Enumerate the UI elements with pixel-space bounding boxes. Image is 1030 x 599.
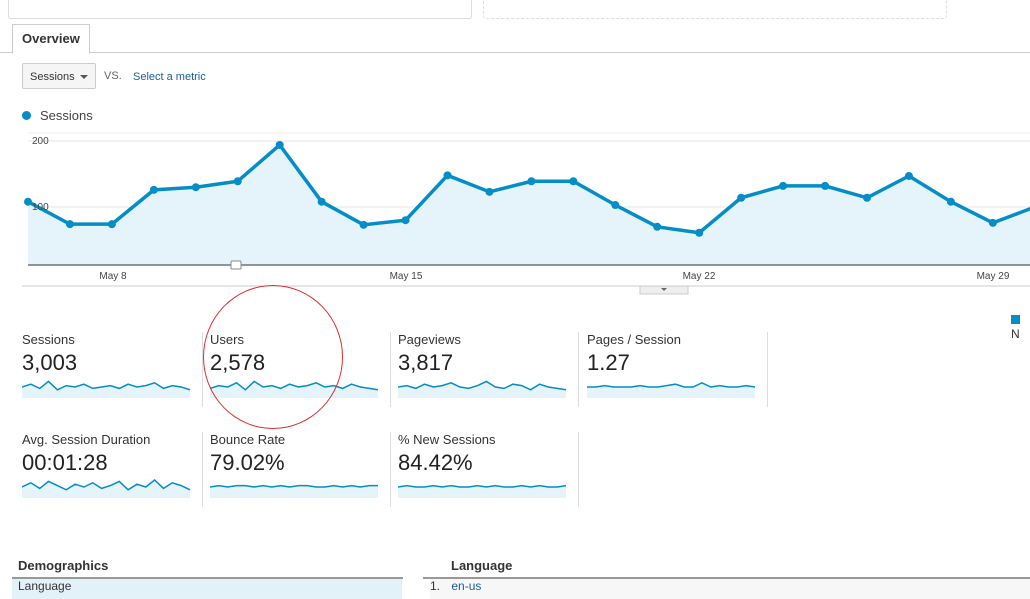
- data-point[interactable]: [191, 183, 200, 192]
- language-row: 1. en-us: [430, 579, 1030, 599]
- metric-bounce-rate[interactable]: Bounce Rate 79.02%: [210, 432, 391, 507]
- x-tick-label: May 8: [99, 271, 127, 282]
- metric--new-sessions[interactable]: % New Sessions 84.42%: [398, 432, 579, 507]
- language-link[interactable]: en-us: [451, 579, 482, 593]
- data-point[interactable]: [65, 220, 74, 229]
- y-tick-label: 100: [32, 202, 49, 213]
- language-header: Language: [423, 558, 1030, 579]
- metric-value: 1.27: [587, 350, 630, 375]
- data-point[interactable]: [863, 193, 871, 202]
- demographics-item-language[interactable]: Language: [12, 579, 402, 599]
- data-point[interactable]: [233, 177, 242, 186]
- x-tick-label: May 22: [683, 271, 716, 282]
- data-point[interactable]: [695, 228, 704, 237]
- metric-value: 00:01:28: [22, 450, 108, 475]
- data-point[interactable]: [401, 216, 410, 225]
- chevron-down-icon: [661, 288, 667, 291]
- demographics-header: Demographics: [12, 558, 403, 579]
- sparkline: [22, 380, 191, 398]
- sparkline: [210, 484, 378, 498]
- summary-card-right: [483, 0, 947, 19]
- data-point[interactable]: [946, 197, 955, 206]
- data-point[interactable]: [988, 218, 997, 227]
- data-point[interactable]: [443, 171, 452, 180]
- legend-label: Sessions: [40, 108, 93, 123]
- metric-label: Avg. Session Duration: [22, 432, 151, 447]
- annotation-circle: [203, 285, 343, 429]
- annotation-icon[interactable]: [230, 260, 242, 270]
- data-point[interactable]: [611, 201, 620, 210]
- sparkline: [398, 380, 567, 398]
- metric-avg-session-duration[interactable]: Avg. Session Duration 00:01:28: [22, 432, 203, 507]
- metric-value: 79.02%: [210, 450, 285, 475]
- data-point[interactable]: [779, 181, 788, 190]
- x-tick-label: May 15: [390, 271, 423, 282]
- data-point[interactable]: [107, 220, 116, 229]
- legend-dot-icon: [22, 111, 31, 120]
- chart-legend: Sessions: [22, 108, 93, 123]
- data-point[interactable]: [737, 193, 746, 202]
- data-point[interactable]: [527, 177, 536, 186]
- series-area: [28, 144, 1030, 265]
- data-point[interactable]: [904, 171, 913, 180]
- y-tick-label: 200: [32, 136, 49, 147]
- metric-label: % New Sessions: [398, 432, 496, 447]
- metric-label: Bounce Rate: [210, 432, 286, 447]
- row-rank: 1.: [430, 579, 441, 593]
- summary-card-left: [8, 0, 472, 19]
- right-legend: N: [1011, 313, 1030, 341]
- demographics-item-label: Language: [18, 579, 72, 593]
- metric-sessions[interactable]: Sessions 3,003: [22, 332, 203, 407]
- data-point[interactable]: [275, 140, 284, 149]
- metric-pageviews[interactable]: Pageviews 3,817: [398, 332, 579, 407]
- metric-value: 3,003: [22, 350, 78, 375]
- metric-label: Sessions: [22, 332, 75, 347]
- data-point[interactable]: [569, 177, 578, 186]
- sparkline: [22, 479, 191, 498]
- select-metric-link[interactable]: Select a metric: [133, 71, 206, 83]
- vs-label: VS.: [104, 70, 122, 82]
- metric-value: 84.42%: [398, 450, 473, 475]
- data-point[interactable]: [149, 185, 158, 194]
- data-point[interactable]: [359, 220, 368, 229]
- tab-bar: Overview: [0, 24, 1030, 54]
- metric-pages-session[interactable]: Pages / Session 1.27: [587, 332, 768, 407]
- sessions-chart[interactable]: 200 100 May 8 May 15 May 22 May 29: [0, 130, 1030, 295]
- data-point[interactable]: [821, 181, 830, 190]
- sparkline: [587, 381, 756, 398]
- metric-value: 3,817: [398, 350, 454, 375]
- data-point[interactable]: [317, 197, 326, 206]
- metric-dropdown-value: Sessions: [30, 71, 75, 83]
- data-point[interactable]: [653, 222, 662, 231]
- data-point[interactable]: [485, 187, 494, 196]
- sparkline: [398, 484, 567, 498]
- data-point[interactable]: [24, 197, 32, 206]
- tab-overview[interactable]: Overview: [12, 24, 90, 54]
- chevron-down-icon: [80, 75, 88, 79]
- legend-square-icon: [1011, 315, 1020, 324]
- metric-label: Pageviews: [398, 332, 461, 347]
- metric-dropdown[interactable]: Sessions: [22, 63, 96, 89]
- x-tick-label: May 29: [977, 271, 1010, 282]
- metric-label: Pages / Session: [587, 332, 681, 347]
- right-legend-label: N: [1011, 327, 1020, 341]
